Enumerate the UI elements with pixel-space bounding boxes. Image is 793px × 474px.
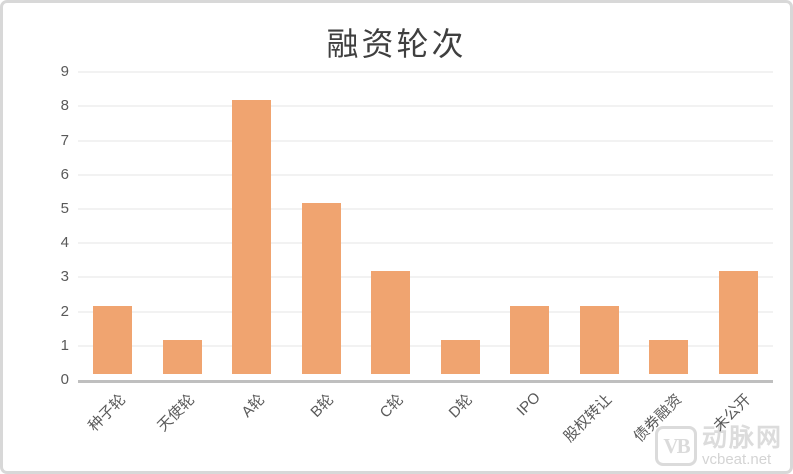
bar: [162, 339, 202, 374]
y-axis-tick-label: 4: [60, 234, 69, 252]
x-axis-category-label: D轮: [446, 391, 477, 422]
watermark-site-name: 动脉网: [702, 424, 784, 452]
gridline: [78, 276, 773, 279]
x-axis-category-label: 债券融资: [630, 391, 685, 446]
bar: [718, 271, 758, 374]
bar: [371, 271, 411, 374]
bar: [301, 203, 341, 374]
bar: [510, 305, 550, 374]
gridline: [78, 173, 773, 176]
gridline: [78, 105, 773, 108]
bar: [579, 305, 619, 374]
x-axis-line: [78, 380, 773, 383]
bar: [440, 339, 480, 374]
y-axis-tick-label: 7: [60, 131, 69, 149]
y-axis-tick-label: 8: [60, 97, 69, 115]
y-axis-tick-label: 2: [60, 302, 69, 320]
x-axis-category-label: IPO: [513, 389, 544, 420]
gridline: [78, 208, 773, 210]
y-axis-tick-label: 9: [60, 63, 69, 81]
x-axis-category-label: 天使轮: [154, 391, 199, 435]
x-axis-category-label: 未公开: [710, 391, 755, 435]
y-axis-tick-label: 5: [60, 200, 69, 217]
gridline: [78, 71, 773, 74]
bar: [649, 339, 689, 374]
plot-area: 0 1 2 3 4 5 6 7 8 9 种子轮 天使轮 A轮 B轮 C轮 D轮 IPO 股权转让 债券融资 未公开: [3, 3, 790, 471]
x-axis-category-label: 股权转让: [560, 391, 616, 446]
bar: [232, 100, 272, 374]
vcbeat-logo-icon: VB: [655, 426, 697, 466]
y-axis-tick-label: 6: [60, 165, 69, 183]
y-axis-tick-label: 3: [60, 268, 69, 286]
x-axis-category-label: C轮: [376, 391, 407, 422]
chart-title: 融资轮次: [326, 26, 467, 62]
gridline: [78, 310, 773, 313]
x-axis-category-label: A轮: [238, 391, 268, 421]
x-axis-category-label: B轮: [307, 391, 338, 421]
y-axis-tick-label: 1: [60, 336, 69, 354]
vcbeat-logo-letters: VB: [663, 433, 690, 458]
watermark-site-url: vcbeat.net: [702, 451, 772, 468]
watermark-text-block: 动脉网 vcbeat.net: [702, 424, 784, 469]
x-axis-category-label: 种子轮: [85, 391, 129, 435]
gridline: [78, 242, 773, 245]
bar: [93, 305, 133, 374]
watermark: VB 动脉网 vcbeat.net: [655, 426, 783, 468]
gridline: [78, 139, 773, 142]
gridline: [78, 344, 773, 347]
y-axis-tick-label: 0: [60, 371, 69, 388]
